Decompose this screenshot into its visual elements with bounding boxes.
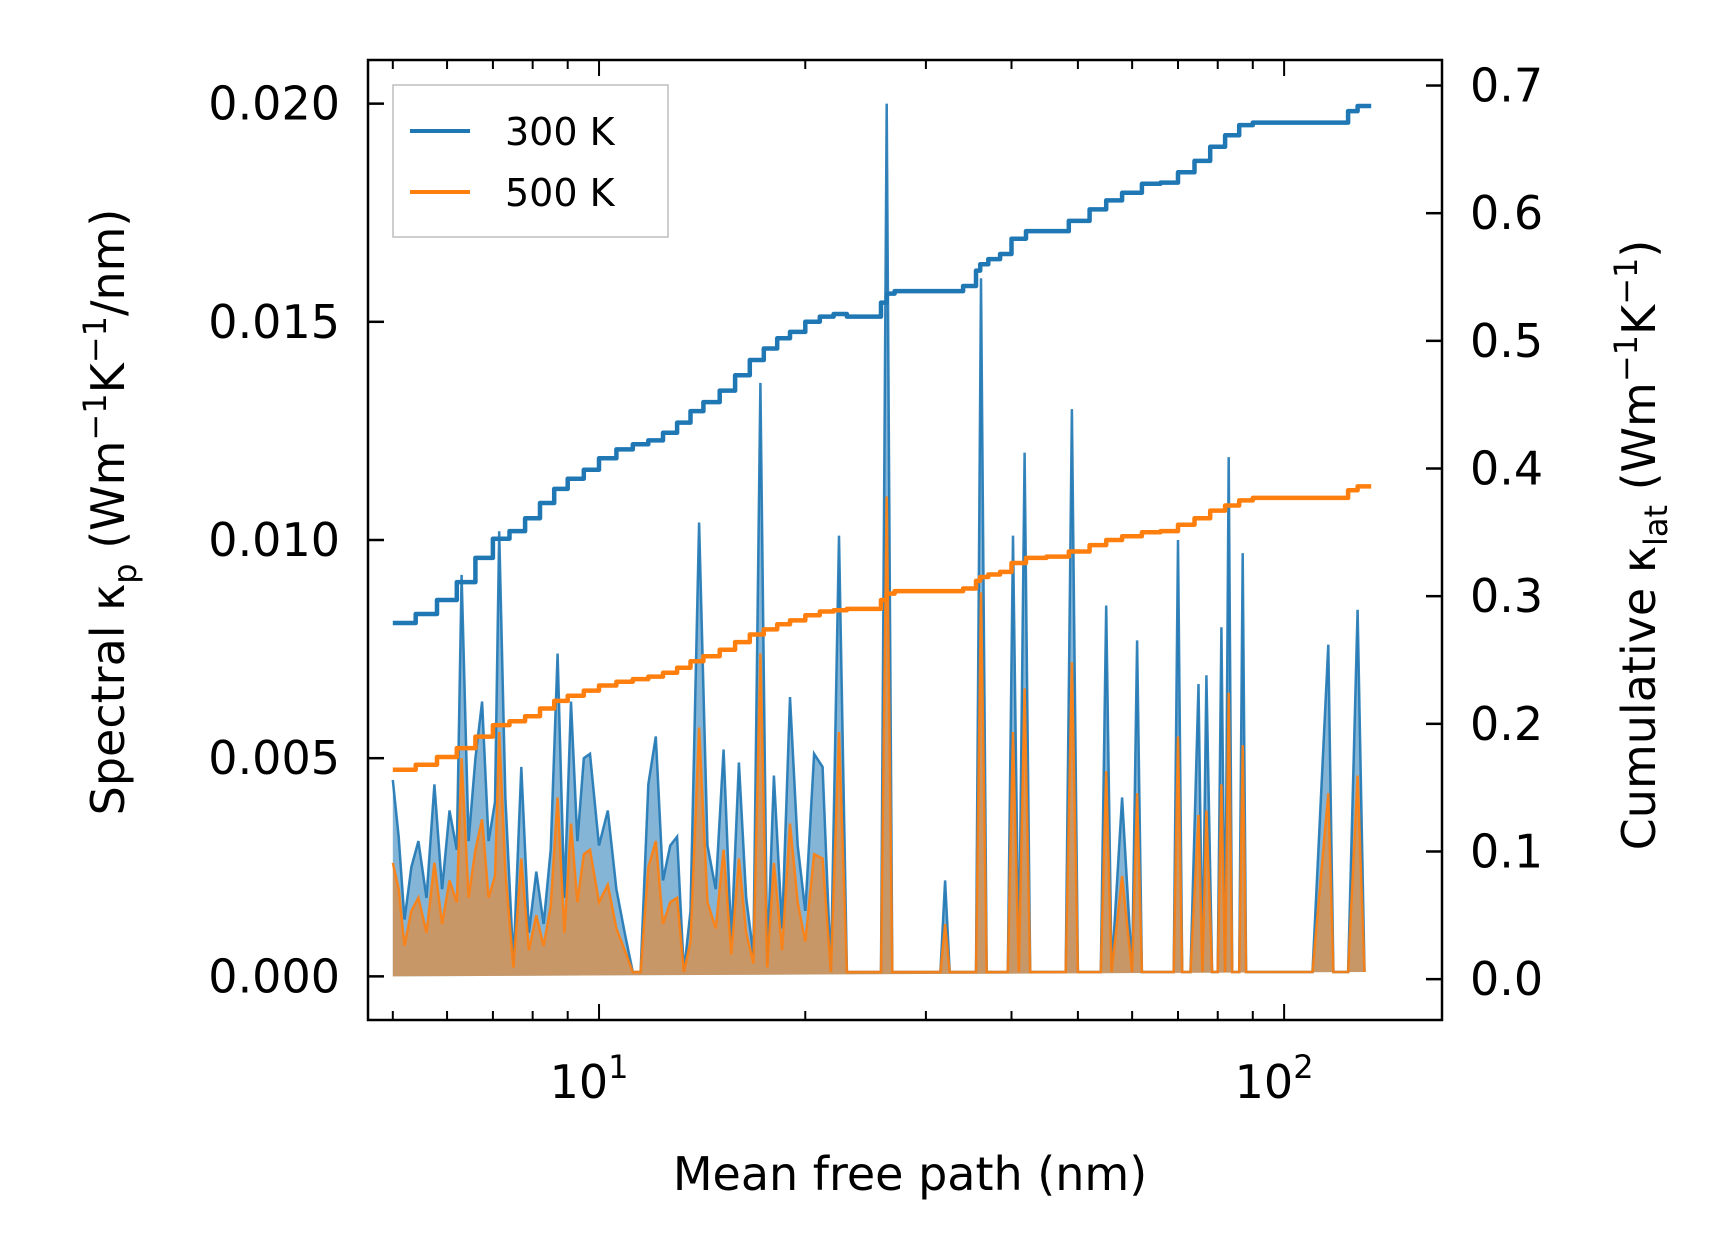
y-left-tick-label: 0.010	[208, 513, 340, 567]
y-left-tick-label: 0.015	[208, 295, 340, 349]
plot-layer	[391, 103, 1372, 977]
y-right-mid: K	[1612, 303, 1666, 335]
y-left-unit-close: /nm)	[81, 209, 135, 316]
y-right-tick-label: 0.2	[1470, 697, 1543, 751]
y-left-sup2: −1	[76, 316, 114, 363]
x-tick-label: 101	[550, 1048, 629, 1109]
x-tick-label: 102	[1235, 1048, 1314, 1109]
legend-label-500k: 500 K	[505, 171, 616, 215]
y-right-unit-close: )	[1612, 240, 1666, 258]
cumulative-line-300k	[392, 103, 1372, 626]
y-right-sup1: −1	[1607, 335, 1645, 382]
y-right-sub: lat	[1637, 505, 1675, 546]
legend: 300 K 500 K	[392, 84, 669, 238]
x-tick-exp: 2	[1293, 1048, 1313, 1086]
y-axis-right-label: Cumulative κlat (Wm−1K−1)	[1607, 240, 1675, 851]
y-left-unit-open: (Wm	[81, 441, 135, 564]
y-right-tick-label: 0.4	[1470, 442, 1543, 496]
y-right-tick-label: 0.7	[1470, 59, 1543, 113]
y-right-tick-label: 0.5	[1470, 314, 1543, 368]
y-right-unit-open: (Wm	[1612, 382, 1666, 505]
legend-frame	[392, 84, 669, 238]
spectral-area-500k	[392, 496, 1365, 977]
y-left-base: Spectral κ	[81, 584, 135, 816]
y-right-tick-label: 0.6	[1470, 186, 1543, 240]
spectral-line-500k	[391, 496, 1366, 974]
y-left-tick-label: 0.000	[208, 949, 340, 1003]
y-axis-left-label: Spectral κp (Wm−1K−1/nm)	[76, 209, 144, 816]
y-left-sub: p	[106, 563, 144, 583]
y-right-base: Cumulative κ	[1612, 546, 1666, 850]
x-axis-label: Mean free path (nm)	[673, 1147, 1147, 1201]
legend-label-300k: 300 K	[505, 110, 616, 154]
spectral-line-300k	[391, 103, 1366, 974]
y-right-sup2: −1	[1607, 258, 1645, 305]
y-right-tick-label: 0.1	[1470, 824, 1543, 878]
cumulative-line-500k	[392, 484, 1372, 773]
y-left-tick-label: 0.020	[208, 77, 340, 131]
y-right-tick-label: 0.3	[1470, 569, 1543, 623]
y-left-sup1: −1	[76, 393, 114, 440]
y-left-tick-label: 0.005	[208, 731, 340, 785]
x-tick-exp: 1	[608, 1048, 628, 1086]
x-tick-base: 10	[1235, 1055, 1294, 1109]
axes-layer: 0.000 0.005 0.010 0.015 0.020 0.0 0.1 0.2 0.3 0.4…	[208, 59, 1543, 1109]
y-left-mid: K	[81, 361, 135, 393]
y-right-tick-label: 0.0	[1470, 952, 1543, 1006]
x-tick-base: 10	[550, 1055, 609, 1109]
